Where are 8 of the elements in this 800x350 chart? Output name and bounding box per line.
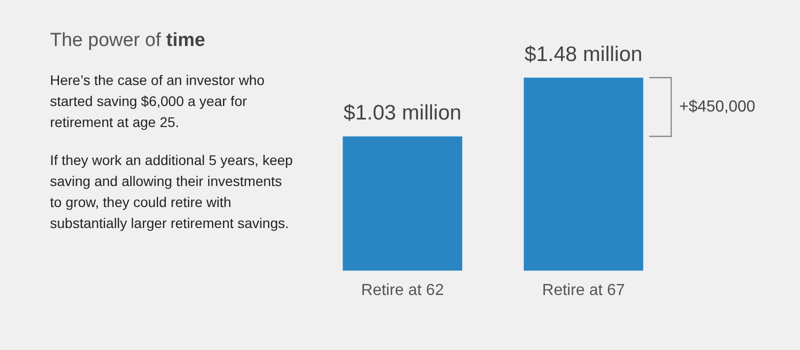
text: If they work an additional 5 years, keep saving and allowing their investments to grow, they could retire with substantially larger retirement savings.: [50, 151, 294, 233]
x-tick-label: Retire at 62: [361, 282, 444, 299]
data-label: $1.03 million: [344, 102, 462, 125]
text: The power of time: [50, 30, 206, 52]
data-label: $1.48 million: [524, 42, 642, 66]
x-tick-label: Retire at 67: [542, 282, 625, 299]
text: +$450,000: [679, 98, 756, 116]
text: Here’s the case of an investor who started saving $6,000 a year for retirement at age 25.: [50, 71, 266, 132]
